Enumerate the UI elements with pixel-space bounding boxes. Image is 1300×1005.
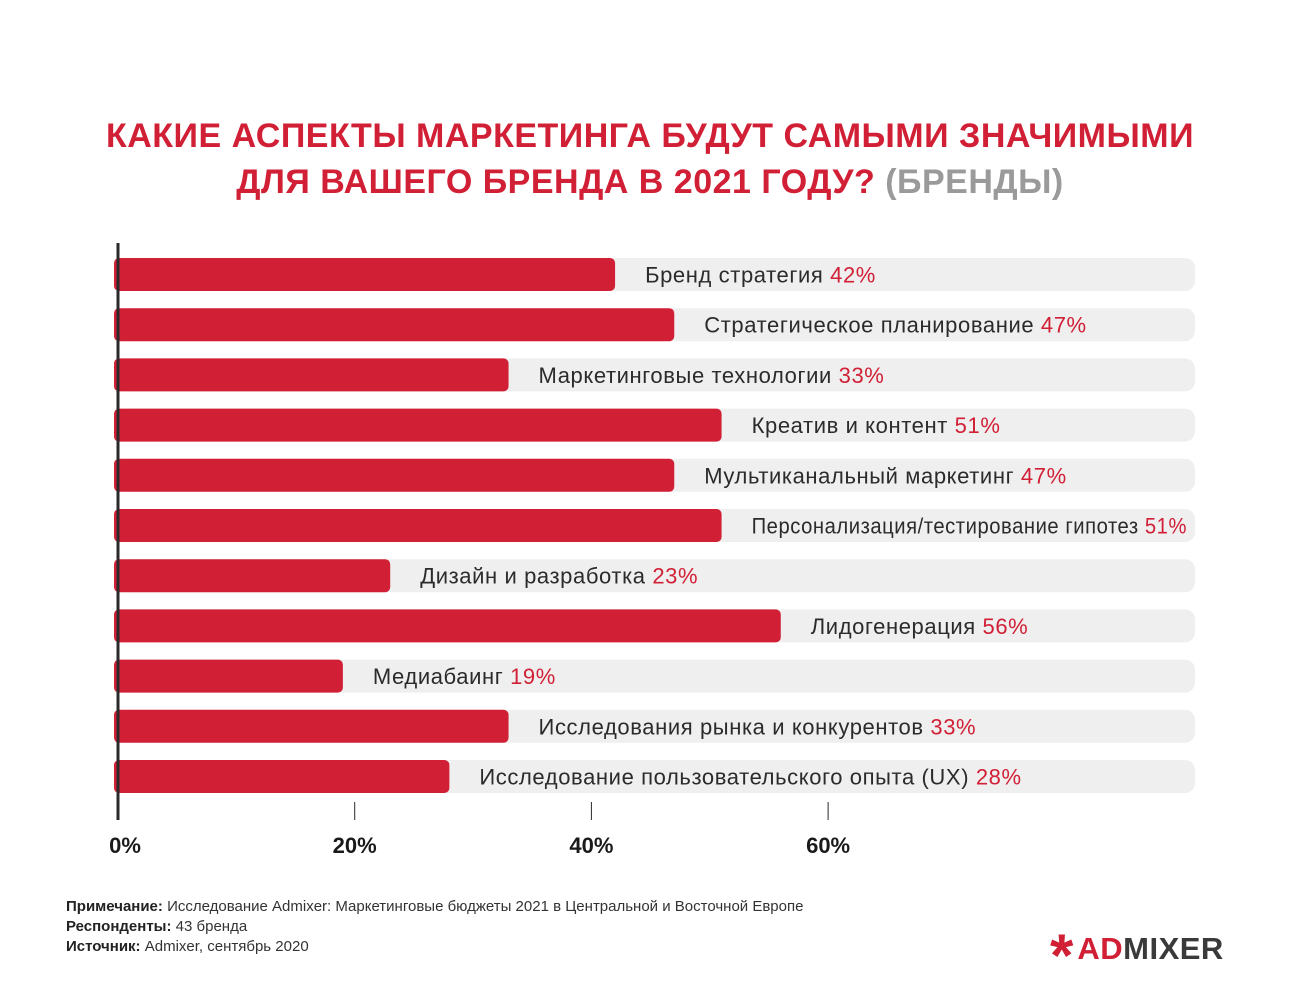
footnote-source: Источник: Admixer, сентябрь 2020 [66,937,803,957]
footnote-respondents: Респонденты: 43 бренда [66,917,803,937]
bar [114,559,391,593]
bar-value-label: 28% [976,765,1022,790]
bar-category-label: Лидогенерация [811,614,983,639]
bar-category-label: Исследование пользовательского опыта (UX… [479,765,975,790]
bar-category-label: Бренд стратегия [645,263,830,288]
footnote-note: Примечание: Исследование Admixer: Маркет… [66,897,803,917]
bar-label: Мультиканальный маркетинг 47% [704,463,1066,488]
x-tick-label: 60% [806,833,850,858]
bar-value-label: 56% [983,614,1029,639]
chart-title-line2: ДЛЯ ВАШЕГО БРЕНДА В 2021 ГОДУ? (БРЕНДЫ) [0,159,1300,205]
bar-value-label: 47% [1041,313,1087,338]
bar-value-label: 42% [830,263,876,288]
bar [114,509,722,542]
bar-category-label: Персонализация/тестирование гипотез [752,514,1145,539]
bar-label: Персонализация/тестирование гипотез 51% [752,514,1187,539]
footnote-source-text: Admixer, сентябрь 2020 [144,938,309,955]
bar-label: Лидогенерация 56% [811,614,1029,639]
bar-label: Стратегическое планирование 47% [704,313,1086,338]
bar-label: Исследование пользовательского опыта (UX… [479,765,1021,790]
bar-label: Дизайн и разработка 23% [420,564,698,589]
x-tick-label: 40% [569,833,613,858]
bar-category-label: Медиабаинг [373,664,510,689]
x-tick-label: 20% [333,833,377,858]
bar-value-label: 33% [930,714,976,739]
admixer-logo: * ADMIXER [1050,924,1224,986]
bar-label: Бренд стратегия 42% [645,263,876,288]
chart-title-line2-main: ДЛЯ ВАШЕГО БРЕНДА В 2021 ГОДУ? [236,163,876,201]
footnote-note-label: Примечание: [66,898,163,915]
logo-wordmark-mixer: MIXER [1123,931,1224,966]
footnote-note-text: Исследование Admixer: Маркетинговые бюдж… [167,898,804,915]
footnote-source-label: Источник: [66,938,141,955]
bar-value-label: 19% [510,664,556,689]
bar-chart: Бренд стратегия 42% Стратегическое планир… [109,243,1195,858]
bar-category-label: Исследования рынка и конкурентов [539,714,931,739]
bar-label: Маркетинговые технологии 33% [539,363,885,388]
chart-title-line1: КАКИЕ АСПЕКТЫ МАРКЕТИНГА БУДУТ САМЫМИ ЗН… [105,117,1195,155]
bar-value-label: 33% [839,363,885,388]
bar-category-label: Маркетинговые технологии [539,363,839,388]
bar [114,709,509,743]
chart-title: КАКИЕ АСПЕКТЫ МАРКЕТИНГА БУДУТ САМЫМИ ЗН… [0,113,1300,205]
bar-category-label: Дизайн и разработка [420,564,652,589]
x-tick-label: 0% [109,833,141,858]
bar-value-label: 51% [1145,514,1187,539]
footnote-respondents-text: 43 бренда [175,918,248,935]
bar [114,659,343,693]
bar-label: Креатив и контент 51% [752,413,1001,438]
bar-category-label: Креатив и контент [752,413,955,438]
bar [114,258,616,291]
bar-category-label: Стратегическое планирование [704,313,1041,338]
bar [114,760,450,793]
logo-wordmark: ADMIXER [1077,931,1223,967]
bar-value-label: 47% [1021,463,1067,488]
bar-category-label: Мультиканальный маркетинг [704,463,1021,488]
logo-wordmark-ad: AD [1077,931,1124,966]
bar-value-label: 51% [955,413,1001,438]
chart-title-subtitle: (БРЕНДЫ) [885,163,1064,201]
bar-label: Исследования рынка и конкурентов 33% [539,714,977,739]
bar-value-label: 23% [652,564,698,589]
bar [114,458,675,492]
bar [114,609,781,643]
footnotes: Примечание: Исследование Admixer: Маркет… [66,897,803,957]
footnote-respondents-label: Респонденты: [66,918,172,935]
bar [114,358,509,392]
bar [114,308,675,342]
bar-track [118,659,1195,693]
bar-label: Медиабаинг 19% [373,664,556,689]
asterisk-logo-icon: * [1050,922,1074,989]
bar [114,408,722,442]
